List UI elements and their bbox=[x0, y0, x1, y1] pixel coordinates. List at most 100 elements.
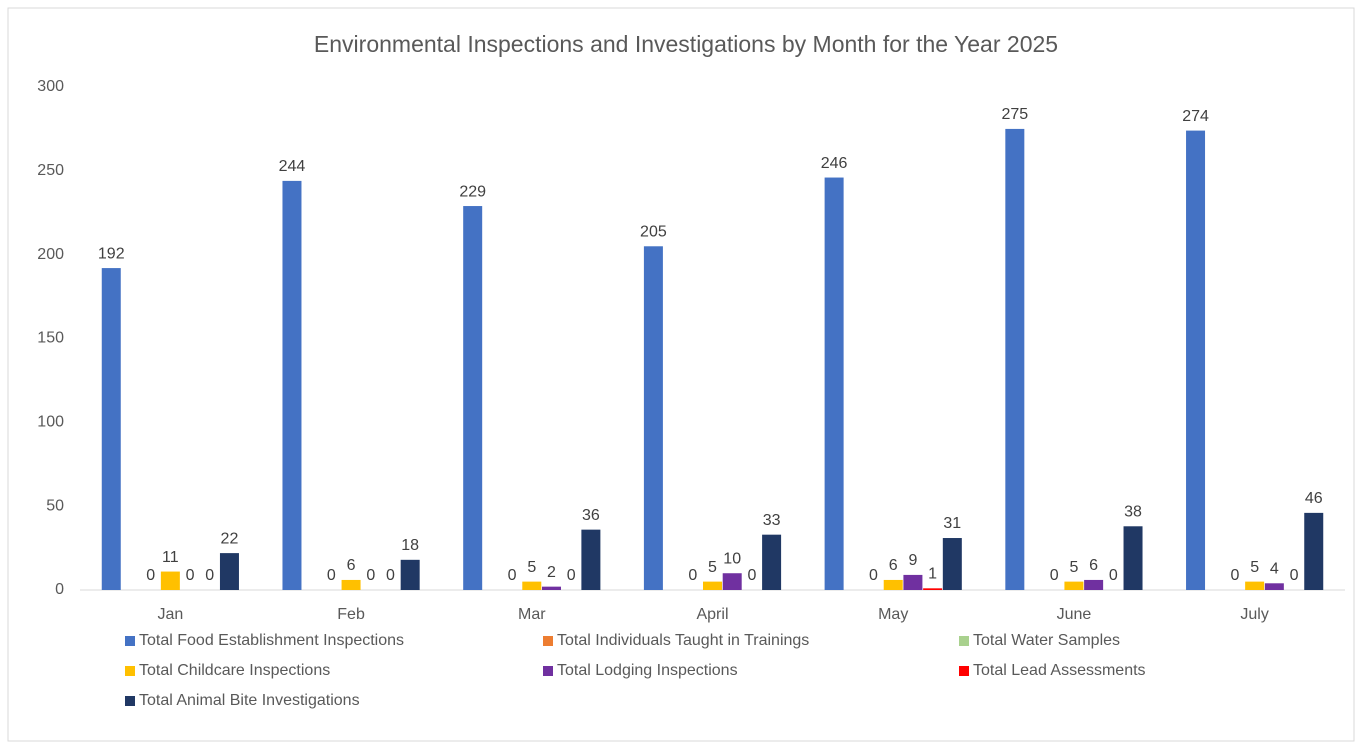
data-label: 192 bbox=[98, 245, 125, 262]
data-label: 246 bbox=[821, 155, 848, 172]
data-label: 33 bbox=[763, 512, 781, 529]
data-label: 275 bbox=[1001, 106, 1028, 123]
legend-swatch bbox=[543, 636, 553, 646]
data-label: 0 bbox=[869, 567, 878, 584]
legend-label: Total Lodging Inspections bbox=[557, 662, 738, 679]
data-label: 0 bbox=[1050, 567, 1059, 584]
bar bbox=[101, 268, 121, 590]
x-tick-label: May bbox=[878, 606, 908, 623]
data-label: 0 bbox=[386, 567, 395, 584]
data-label: 6 bbox=[1089, 557, 1098, 574]
data-label: 18 bbox=[401, 537, 419, 554]
bar bbox=[1005, 128, 1025, 590]
bar bbox=[1064, 581, 1084, 590]
bar bbox=[1123, 526, 1143, 590]
y-tick-label: 100 bbox=[37, 414, 64, 431]
data-label: 9 bbox=[908, 552, 917, 569]
bar bbox=[824, 177, 844, 591]
bar bbox=[1084, 579, 1104, 590]
data-label: 31 bbox=[943, 515, 961, 532]
bar bbox=[463, 206, 483, 590]
data-label: 0 bbox=[567, 567, 576, 584]
data-label: 1 bbox=[928, 566, 937, 583]
legend-label: Total Animal Bite Investigations bbox=[139, 692, 360, 709]
y-tick-label: 200 bbox=[37, 246, 64, 263]
data-label: 0 bbox=[205, 567, 214, 584]
legend-swatch bbox=[125, 666, 135, 676]
y-tick-label: 50 bbox=[46, 497, 64, 514]
data-label: 6 bbox=[347, 557, 356, 574]
x-tick-label: April bbox=[696, 606, 728, 623]
bar bbox=[160, 571, 180, 590]
bar bbox=[923, 588, 943, 590]
legend-label: Total Water Samples bbox=[973, 632, 1120, 649]
data-label: 6 bbox=[889, 557, 898, 574]
bar bbox=[400, 559, 420, 590]
bar bbox=[762, 534, 782, 590]
data-label: 0 bbox=[1290, 567, 1299, 584]
x-tick-label: Feb bbox=[337, 606, 365, 623]
data-label: 0 bbox=[747, 567, 756, 584]
legend-label: Total Food Establishment Inspections bbox=[139, 632, 404, 649]
bar bbox=[903, 574, 923, 590]
y-tick-label: 250 bbox=[37, 162, 64, 179]
data-label: 274 bbox=[1182, 108, 1209, 125]
data-label: 0 bbox=[366, 567, 375, 584]
data-label: 4 bbox=[1270, 561, 1279, 578]
legend-label: Total Childcare Inspections bbox=[139, 662, 330, 679]
data-label: 0 bbox=[508, 567, 517, 584]
legend-swatch bbox=[125, 636, 135, 646]
bar bbox=[219, 553, 239, 590]
y-tick-label: 0 bbox=[55, 581, 64, 598]
data-label: 205 bbox=[640, 224, 667, 241]
data-label: 0 bbox=[186, 567, 195, 584]
data-label: 0 bbox=[146, 567, 155, 584]
bar bbox=[341, 579, 361, 590]
data-label: 38 bbox=[1124, 504, 1142, 521]
data-label: 11 bbox=[162, 549, 179, 566]
bar bbox=[643, 246, 663, 591]
data-label: 229 bbox=[459, 183, 486, 200]
data-label: 2 bbox=[547, 564, 556, 581]
bar bbox=[883, 579, 903, 590]
bar bbox=[1304, 512, 1324, 590]
data-label: 46 bbox=[1305, 490, 1323, 507]
bar bbox=[1186, 130, 1206, 591]
data-label: 5 bbox=[1250, 559, 1259, 576]
data-label: 0 bbox=[1230, 567, 1239, 584]
data-label: 5 bbox=[527, 559, 536, 576]
legend-swatch bbox=[959, 636, 969, 646]
bar bbox=[722, 573, 742, 590]
bar bbox=[581, 529, 601, 590]
x-tick-label: Jan bbox=[157, 606, 183, 623]
x-tick-label: June bbox=[1057, 606, 1092, 623]
bar bbox=[1245, 581, 1265, 590]
chart-title: Environmental Inspections and Investigat… bbox=[314, 31, 1058, 57]
data-label: 5 bbox=[708, 559, 717, 576]
data-label: 0 bbox=[688, 567, 697, 584]
bar bbox=[942, 538, 962, 590]
data-label: 5 bbox=[1069, 559, 1078, 576]
legend-label: Total Individuals Taught in Trainings bbox=[557, 632, 809, 649]
data-label: 0 bbox=[1109, 567, 1118, 584]
data-label: 244 bbox=[279, 158, 306, 175]
bar bbox=[1264, 583, 1284, 590]
bar bbox=[282, 180, 302, 591]
data-label: 22 bbox=[221, 530, 239, 547]
y-tick-label: 300 bbox=[37, 78, 64, 95]
chart-frame bbox=[7, 7, 1355, 742]
legend-swatch bbox=[125, 696, 135, 706]
x-tick-label: Mar bbox=[518, 606, 546, 623]
legend-swatch bbox=[543, 666, 553, 676]
y-tick-label: 150 bbox=[37, 330, 64, 347]
data-label: 36 bbox=[582, 507, 600, 524]
bar bbox=[522, 581, 542, 590]
bar bbox=[703, 581, 722, 590]
data-label: 10 bbox=[723, 550, 741, 567]
legend-label: Total Lead Assessments bbox=[973, 662, 1146, 679]
x-tick-label: July bbox=[1240, 606, 1268, 623]
legend-swatch bbox=[959, 666, 969, 676]
data-label: 0 bbox=[327, 567, 336, 584]
